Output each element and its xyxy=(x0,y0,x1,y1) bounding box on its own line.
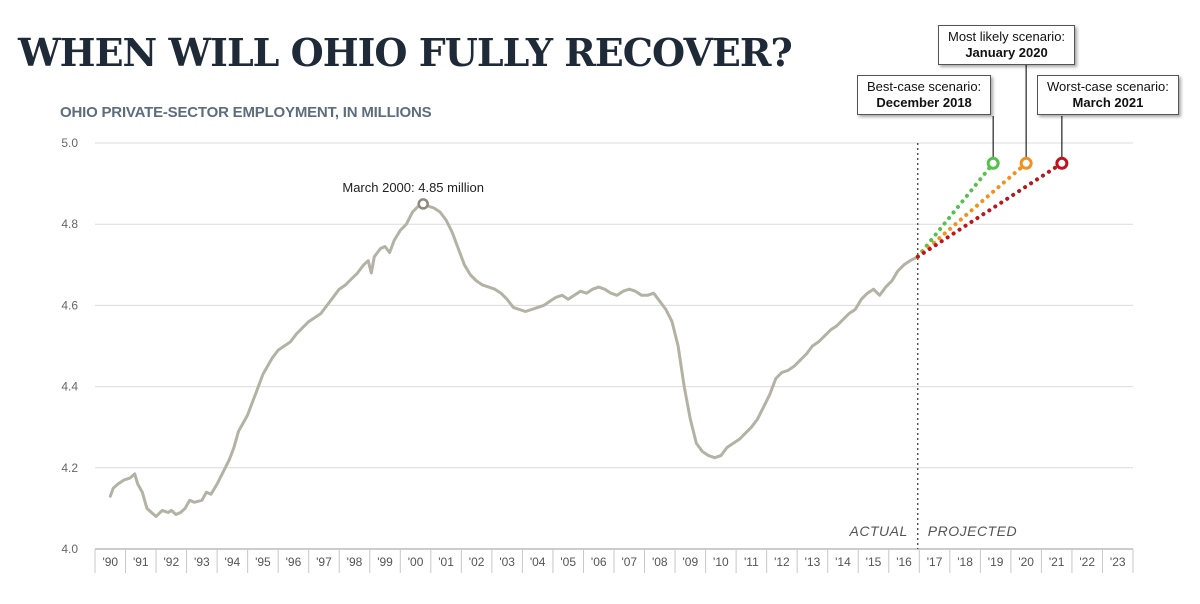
x-tick-label: '10 xyxy=(713,555,729,569)
peak-annotation: March 2000: 4.85 million xyxy=(342,180,484,195)
scenario-marker xyxy=(1055,156,1069,170)
projection-line-1 xyxy=(915,161,996,259)
callout-leader-lines xyxy=(992,65,1063,164)
series-group xyxy=(108,161,1064,518)
x-tick-label: '03 xyxy=(499,555,515,569)
x-tick-label: '95 xyxy=(255,555,271,569)
actual-projected-divider: ACTUAL PROJECTED xyxy=(849,143,1017,549)
y-tick-label: 5.0 xyxy=(61,136,78,150)
x-tick-label: '14 xyxy=(835,555,851,569)
x-tick-label: '17 xyxy=(927,555,943,569)
x-tick-label: '02 xyxy=(469,555,485,569)
scenario-date: March 2021 xyxy=(1072,95,1144,110)
peak-marker xyxy=(417,198,429,210)
scenario-marker xyxy=(1019,156,1033,170)
y-tick-label: 4.2 xyxy=(61,461,78,475)
x-tick-label: '97 xyxy=(316,555,332,569)
y-tick-label: 4.4 xyxy=(61,380,78,394)
scenario-callout-1: Most likely scenario: January 2020 xyxy=(938,25,1076,65)
x-tick-label: '19 xyxy=(988,555,1004,569)
x-tick-label: '93 xyxy=(194,555,210,569)
x-tick-label: '91 xyxy=(133,555,149,569)
scenario-marker xyxy=(986,156,1000,170)
x-tick-label: '11 xyxy=(744,555,759,569)
y-tick-label: 4.0 xyxy=(61,542,78,556)
x-tick-label: '99 xyxy=(377,555,393,569)
x-tick-label: '06 xyxy=(591,555,607,569)
projection-line-3 xyxy=(915,161,1064,259)
point-markers xyxy=(417,156,1069,210)
scenario-label: Best-case scenario: xyxy=(867,79,982,94)
annotations: March 2000: 4.85 million xyxy=(342,180,484,195)
y-axis-ticks: 5.0 4.8 4.6 4.4 4.2 4.0 xyxy=(61,136,78,556)
employment-line xyxy=(108,202,920,518)
scenario-callout-0: Best-case scenario: December 2018 xyxy=(857,75,992,115)
x-tick-label: '05 xyxy=(560,555,576,569)
x-tick-label: '90 xyxy=(102,555,118,569)
scenario-label: Worst-case scenario: xyxy=(1047,79,1169,94)
x-tick-label: '01 xyxy=(438,555,454,569)
x-tick-label: '04 xyxy=(530,555,546,569)
x-tick-label: '18 xyxy=(957,555,973,569)
x-tick-label: '20 xyxy=(1018,555,1034,569)
scenario-label: Most likely scenario: xyxy=(948,29,1066,44)
projection-line-2 xyxy=(915,161,1029,259)
x-tick-label: '21 xyxy=(1049,555,1065,569)
x-tick-label: '15 xyxy=(866,555,882,569)
y-tick-label: 4.8 xyxy=(61,217,78,231)
projected-label: PROJECTED xyxy=(928,523,1017,539)
scenario-callout-2: Worst-case scenario: March 2021 xyxy=(1037,75,1179,115)
x-tick-label: '22 xyxy=(1079,555,1095,569)
chart-subtitle: OHIO PRIVATE-SECTOR EMPLOYMENT, IN MILLI… xyxy=(60,104,432,121)
x-tick-label: '23 xyxy=(1110,555,1126,569)
actual-label: ACTUAL xyxy=(849,523,908,539)
x-tick-label: '13 xyxy=(805,555,821,569)
x-tick-label: '98 xyxy=(347,555,363,569)
x-tick-label: '07 xyxy=(621,555,637,569)
page-title: WHEN WILL OHIO FULLY RECOVER? xyxy=(18,30,793,75)
x-tick-label: '12 xyxy=(774,555,790,569)
x-tick-label: '00 xyxy=(408,555,424,569)
x-tick-label: '09 xyxy=(683,555,699,569)
y-tick-label: 4.6 xyxy=(61,298,78,312)
x-tick-label: '08 xyxy=(652,555,668,569)
scenario-date: December 2018 xyxy=(876,95,972,110)
x-axis: '90 '91 '92 '93 '94 '95 '96 '97 '98 '99 '00 '01 '02 '… xyxy=(94,548,1134,573)
x-tick-label: '96 xyxy=(286,555,302,569)
scenario-date: January 2020 xyxy=(965,45,1048,60)
x-tick-label: '94 xyxy=(225,555,241,569)
x-tick-label: '92 xyxy=(164,555,180,569)
x-tick-label: '16 xyxy=(896,555,912,569)
